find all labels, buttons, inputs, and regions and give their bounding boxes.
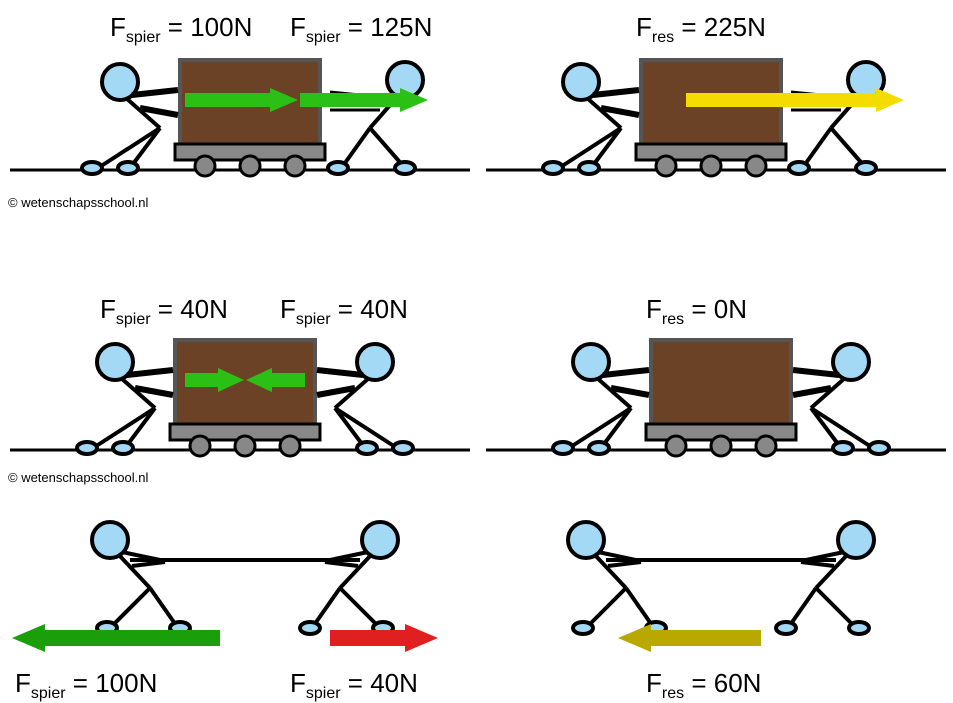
panel-3: Fspier = 40N Fspier = 40N [0,290,476,500]
panel-1: Fspier = 100N Fspier = 125N [0,0,476,220]
panel-2: Fres = 225N [476,0,952,220]
label-f2: Fspier = 40N [290,668,418,703]
scene-3 [10,308,470,468]
credit-3: © wetenschapsschool.nl [8,470,148,485]
arrow-fres [618,624,761,652]
label-fres: Fres = 60N [646,668,761,703]
scene-1 [10,20,470,190]
credit-1: © wetenschapsschool.nl [8,195,148,210]
scene-4 [486,308,946,468]
label-f1: Fspier = 100N [15,668,157,703]
panel-4: Fres = 0N [476,290,952,500]
scene-6 [486,510,946,660]
panel-6: Fres = 60N [476,510,952,700]
scene-2 [486,20,946,190]
scene-5 [10,510,470,660]
panel-5: Fspier = 100N Fspier = 40N [0,510,476,700]
